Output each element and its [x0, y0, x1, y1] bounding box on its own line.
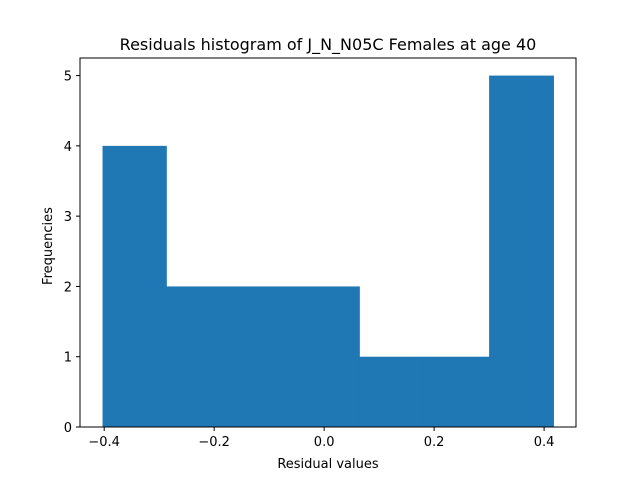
- histogram-bar-3: [230, 286, 295, 427]
- bars-group: [102, 75, 554, 428]
- y-tick-label: 2: [64, 280, 72, 295]
- axes-frame: [79, 57, 577, 428]
- histogram-bar-1: [102, 145, 167, 427]
- y-tick-label: 3: [64, 210, 72, 225]
- y-tick-label: 0: [64, 421, 72, 436]
- histogram-bar-2: [166, 286, 231, 427]
- histogram-bar-5: [359, 356, 425, 427]
- histogram-bar-7: [489, 75, 554, 428]
- chart-title: Residuals histogram of J_N_N05C Females …: [120, 35, 537, 55]
- x-tick-label: −0.2: [198, 435, 230, 450]
- x-tick-label: 0.0: [314, 435, 335, 450]
- histogram-bar-6: [423, 356, 490, 427]
- histogram-bar-4: [294, 286, 360, 427]
- x-tick-label: 0.2: [424, 435, 445, 450]
- x-tick-label: 0.4: [534, 435, 555, 450]
- y-axis-label: Frequencies: [41, 207, 56, 285]
- y-ticks-group: 0 1 2 3 4 5: [64, 70, 80, 436]
- y-tick-label: 5: [64, 70, 72, 85]
- y-tick-label: 1: [64, 351, 72, 366]
- x-axis-label: Residual values: [277, 457, 379, 472]
- x-tick-label: −0.4: [88, 435, 120, 450]
- x-ticks-group: −0.4 −0.2 0.0 0.2 0.4: [88, 427, 554, 450]
- y-tick-label: 4: [64, 140, 72, 155]
